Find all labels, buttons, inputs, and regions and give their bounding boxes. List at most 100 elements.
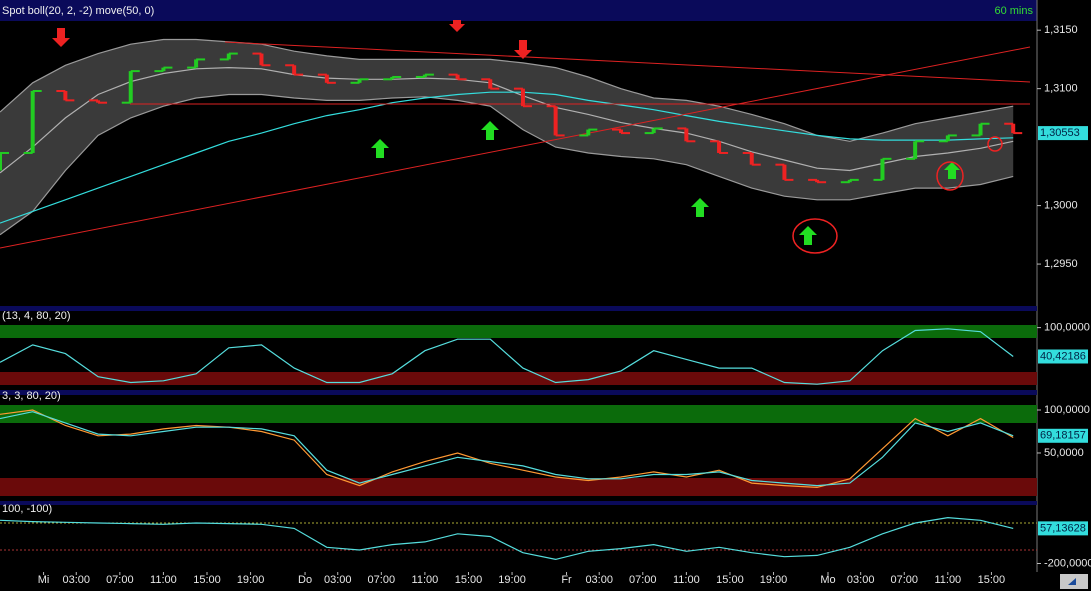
candle — [324, 74, 329, 83]
x-tick-label: 15:00 — [455, 574, 483, 586]
candle — [161, 67, 166, 72]
panel-title: (13, 4, 80, 20) — [2, 310, 71, 322]
x-tick-label: 15:00 — [978, 574, 1006, 586]
x-tick-label: 19:00 — [237, 574, 265, 586]
x-tick-label: 15:00 — [193, 574, 221, 586]
trend-line — [0, 46, 1031, 249]
candle — [815, 179, 820, 183]
candle — [292, 65, 297, 75]
panel-title: 100, -100) — [2, 503, 52, 515]
y-tick-label: 100,0000 — [1044, 322, 1090, 334]
separator — [0, 501, 1037, 505]
oversold-zone — [0, 372, 1037, 385]
x-tick-label: Fr — [561, 574, 572, 586]
x-tick-label: 15:00 — [716, 574, 744, 586]
candle — [390, 76, 395, 80]
candle — [30, 90, 35, 153]
series-line — [0, 411, 1014, 487]
oversold-zone — [0, 478, 1037, 496]
series-line — [0, 409, 1014, 489]
candle — [0, 152, 2, 171]
series-line — [0, 66, 1014, 174]
candle — [978, 123, 983, 136]
candle — [259, 53, 264, 66]
signal-arrows — [52, 20, 1003, 254]
x-tick-label: Mo — [820, 574, 835, 586]
candle — [880, 158, 885, 180]
candle — [651, 128, 656, 134]
y-tick-label: 1,3150 — [1044, 24, 1078, 36]
panel-title: 3, 3, 80, 20) — [2, 390, 61, 402]
candle — [945, 135, 950, 142]
series-line — [0, 93, 1014, 236]
x-tick-label: 11:00 — [412, 574, 439, 586]
candle — [226, 53, 231, 60]
last-value-tag — [1038, 521, 1088, 536]
candle — [194, 59, 199, 68]
separator — [0, 390, 1037, 395]
candle — [586, 129, 591, 136]
y-tick-label: 50,0000 — [1044, 447, 1084, 459]
last-value: 57,13628 — [1040, 522, 1086, 534]
last-value-tag — [1038, 428, 1088, 443]
series-line — [0, 91, 1014, 224]
x-tick-label: 07:00 — [890, 574, 918, 586]
y-tick-label: 100,0000 — [1044, 404, 1090, 416]
series-line — [0, 516, 1014, 561]
candle — [717, 141, 722, 153]
x-tick-label: Mi — [38, 574, 50, 586]
last-value: 40,42186 — [1040, 350, 1086, 362]
last-value-tag — [1038, 126, 1088, 141]
y-tick-label: 1,3100 — [1044, 83, 1078, 95]
price-axis — [1037, 0, 1091, 591]
last-value: 69,18157 — [1040, 430, 1086, 442]
candle — [488, 79, 493, 89]
last-value: 1,30553 — [1040, 127, 1080, 139]
candle — [913, 141, 918, 159]
x-tick-label: 03:00 — [847, 574, 875, 586]
last-value-tag — [1038, 349, 1088, 364]
y-tick-label: -200,0000 — [1044, 557, 1091, 569]
x-tick-label: 03:00 — [324, 574, 352, 586]
x-tick-label: 11:00 — [673, 574, 700, 586]
candle — [520, 88, 525, 107]
candle — [684, 128, 689, 142]
candle — [782, 164, 787, 180]
candle — [96, 100, 101, 103]
candle — [847, 179, 852, 183]
x-tick-label: 07:00 — [368, 574, 396, 586]
series-line — [0, 38, 1014, 142]
candle — [455, 74, 460, 80]
overbought-zone — [0, 325, 1037, 338]
series-line — [0, 328, 1014, 385]
candle — [128, 71, 133, 103]
x-tick-label: 07:00 — [629, 574, 657, 586]
chart-title: Spot boll(20, 2, -2) move(50, 0) — [2, 5, 154, 17]
band-layer — [0, 38, 1014, 236]
x-tick-label: 03:00 — [585, 574, 613, 586]
x-tick-label: 11:00 — [150, 574, 177, 586]
title-bar — [0, 0, 1037, 21]
y-tick-label: 1,2950 — [1044, 258, 1078, 270]
overbought-zone — [0, 405, 1037, 423]
candle — [619, 129, 623, 134]
x-tick-label: 11:00 — [934, 574, 961, 586]
candle — [749, 152, 754, 165]
candle — [1011, 123, 1016, 134]
candle — [357, 79, 362, 83]
candle — [553, 106, 558, 136]
button-icon — [1068, 578, 1076, 585]
x-tick-label: 19:00 — [760, 574, 788, 586]
timeframe: 60 mins — [994, 5, 1033, 17]
x-tick-label: 19:00 — [498, 574, 526, 586]
y-tick-label: 1,3000 — [1044, 200, 1078, 212]
x-tick-label: Do — [298, 574, 312, 586]
candle — [422, 74, 427, 77]
x-tick-label: 03:00 — [62, 574, 90, 586]
band-fill — [0, 39, 1014, 235]
candle — [63, 90, 68, 101]
trend-line — [224, 41, 1031, 83]
x-tick-label: 07:00 — [106, 574, 134, 586]
